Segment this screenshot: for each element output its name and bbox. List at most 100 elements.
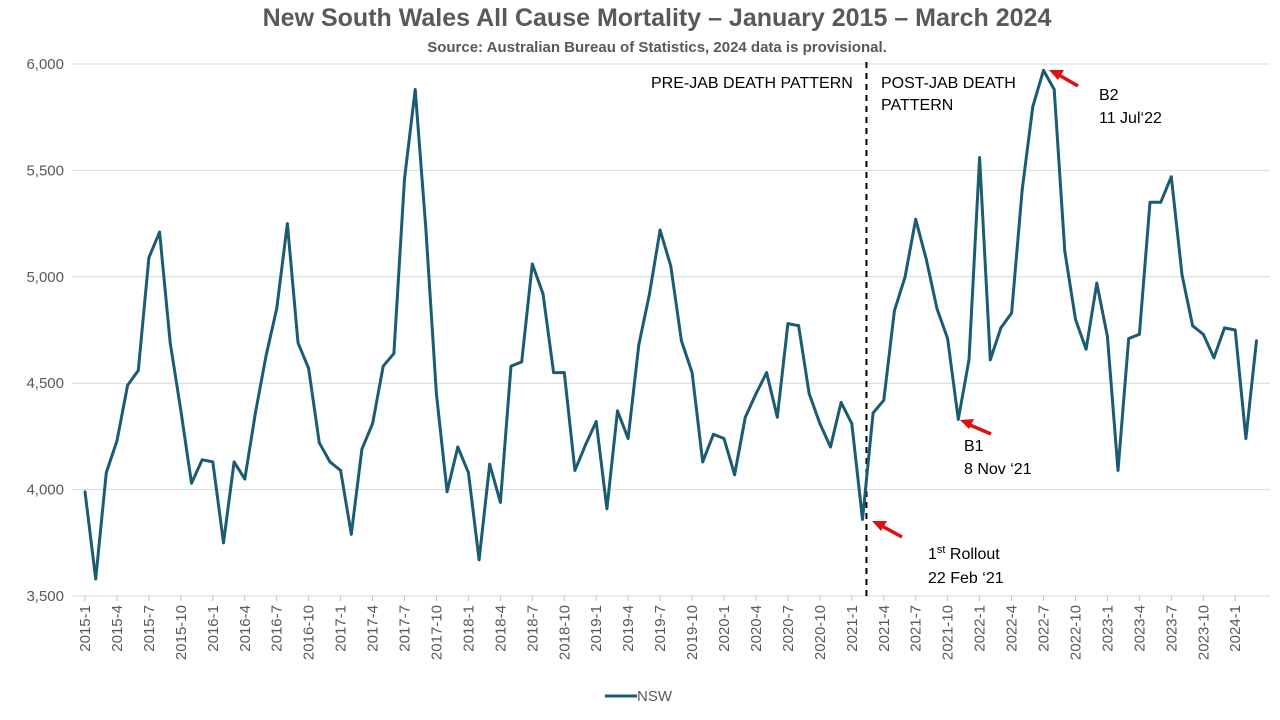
legend-label: NSW (637, 688, 673, 705)
data-point (424, 226, 428, 230)
y-tick-label: 5,500 (26, 162, 64, 179)
data-point (680, 339, 683, 342)
x-tick-label: 2016-4 (237, 605, 254, 652)
post-jab-label-line2: PATTERN (881, 97, 953, 114)
x-tick-label: 2023-4 (1131, 605, 1148, 652)
b2-date: 11 Jul‘22 (1099, 110, 1162, 127)
x-tick-label: 2023-7 (1163, 605, 1180, 652)
data-point (360, 447, 364, 451)
data-point (1191, 324, 1194, 328)
data-point (722, 437, 726, 440)
data-point (275, 307, 279, 311)
x-tick-label: 2015-1 (77, 605, 94, 652)
data-point (520, 360, 524, 364)
data-point (200, 458, 204, 462)
data-point (956, 418, 960, 421)
data-point (317, 441, 321, 445)
chart-subtitle: Source: Australian Bureau of Statistics,… (427, 39, 887, 56)
data-point (541, 292, 545, 296)
data-point (818, 422, 822, 425)
data-point (83, 490, 87, 494)
arrow-rollout (872, 521, 903, 539)
data-point (1042, 69, 1045, 72)
data-point (115, 439, 119, 443)
data-point (701, 460, 705, 464)
x-tick-label: 2019-4 (620, 605, 637, 652)
x-tick-label: 2015-4 (109, 605, 126, 652)
series-line-nsw (83, 68, 1258, 581)
data-point (222, 541, 225, 545)
data-point (445, 490, 449, 494)
data-point (307, 366, 310, 370)
data-point (94, 577, 98, 581)
x-tick-label: 2019-7 (652, 605, 669, 652)
data-point (988, 358, 992, 362)
data-point (296, 341, 300, 345)
x-tick-label: 2020-10 (812, 605, 829, 660)
data-point (403, 177, 406, 181)
y-tick-label: 4,000 (26, 482, 64, 499)
x-tick-label: 2018-1 (460, 605, 477, 652)
arrow-b1 (960, 419, 992, 436)
x-tick-label: 2017-4 (365, 605, 382, 652)
data-point (264, 354, 268, 357)
arrow-b2 (1049, 70, 1079, 88)
data-point (925, 258, 928, 262)
data-point (903, 275, 907, 279)
data-point (829, 445, 832, 449)
data-point (765, 371, 768, 374)
data-point (637, 343, 641, 347)
data-point (733, 473, 736, 477)
data-point (136, 369, 140, 372)
y-tick-label: 5,000 (26, 269, 64, 286)
y-tick-label: 6,000 (26, 56, 64, 73)
x-tick-label: 2020-4 (748, 605, 765, 652)
x-tick-label: 2017-10 (428, 605, 445, 660)
data-point (1095, 281, 1099, 285)
data-point (1052, 88, 1056, 91)
x-tick-label: 2016-7 (269, 605, 286, 652)
data-point (743, 415, 747, 419)
x-axis-ticks (84, 596, 1236, 601)
x-tick-label: 2022-10 (1067, 605, 1084, 660)
data-point (914, 217, 918, 221)
x-tick-label: 2018-4 (492, 605, 509, 652)
x-tick-label: 2015-7 (141, 605, 158, 652)
data-point (456, 445, 460, 449)
data-point (1255, 339, 1258, 342)
data-point (1020, 188, 1024, 192)
data-point (477, 558, 481, 562)
x-tick-label: 2015-10 (173, 605, 190, 660)
x-tick-label: 2018-7 (524, 605, 541, 652)
data-point (626, 437, 630, 440)
x-tick-label: 2020-1 (716, 605, 733, 652)
data-point (509, 364, 513, 368)
x-tick-label: 2024-1 (1227, 605, 1244, 652)
data-point (999, 326, 1003, 330)
data-point (211, 460, 215, 464)
x-tick-label: 2016-1 (205, 605, 222, 652)
x-tick-label: 2023-10 (1195, 605, 1212, 660)
data-point (147, 256, 151, 259)
data-point (807, 392, 811, 396)
data-point (488, 462, 492, 466)
x-tick-label: 2020-7 (780, 605, 797, 652)
x-tick-label: 2017-1 (333, 605, 350, 652)
data-point (179, 409, 183, 413)
data-point (871, 411, 875, 415)
data-point (499, 501, 502, 504)
data-point (605, 507, 609, 511)
data-point (328, 460, 332, 464)
data-point (754, 392, 758, 396)
data-point (893, 309, 896, 313)
x-tick-label: 2016-10 (301, 605, 318, 660)
data-point (1074, 318, 1077, 321)
y-axis-labels: 3,500 4,000 4,500 5,000 5,500 6,000 (26, 56, 64, 605)
data-point (1138, 332, 1141, 336)
data-point (616, 409, 619, 413)
data-point (1244, 437, 1248, 440)
x-tick-label: 2021-7 (908, 605, 925, 652)
x-tick-label: 2022-7 (1036, 605, 1053, 652)
data-point (168, 341, 172, 345)
data-point (349, 532, 353, 536)
